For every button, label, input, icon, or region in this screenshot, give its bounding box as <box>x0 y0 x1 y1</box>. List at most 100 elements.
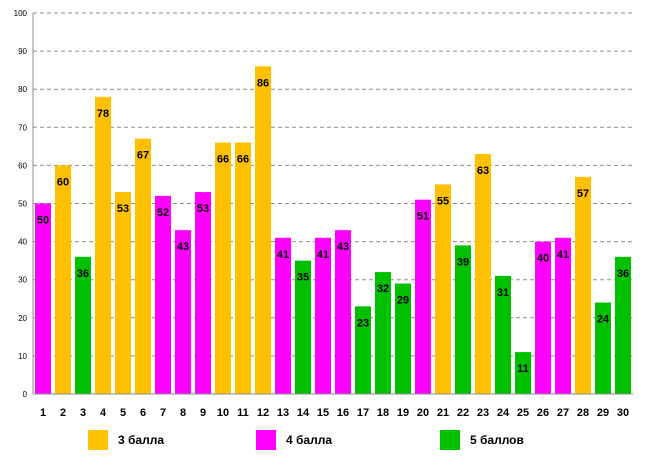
bar <box>155 195 171 394</box>
x-tick-label: 3 <box>80 407 86 419</box>
bar <box>475 153 491 394</box>
gridlines <box>33 12 633 357</box>
bar <box>435 184 451 394</box>
x-tick-label: 4 <box>100 407 107 419</box>
x-tick-label: 13 <box>277 407 289 419</box>
x-tick-label: 24 <box>497 407 510 419</box>
x-tick-label: 10 <box>217 407 229 419</box>
bar <box>455 245 471 394</box>
data-label: 50 <box>37 215 49 227</box>
y-tick-label: 100 <box>14 9 28 18</box>
data-labels: 50 60 36 78 53 67 52 43 53 66 66 86 41 35 41 43 23 32 29 51… <box>37 77 629 375</box>
data-label: 60 <box>57 176 69 188</box>
legend-swatch-5 <box>440 430 460 450</box>
bar <box>35 203 51 394</box>
bar <box>375 272 391 394</box>
data-label: 55 <box>437 195 449 207</box>
x-tick-label: 12 <box>257 407 269 419</box>
bar <box>55 165 71 394</box>
legend-label-5: 5 баллов <box>470 433 524 447</box>
bars <box>35 66 631 394</box>
data-label: 57 <box>577 188 589 200</box>
x-tick-label: 26 <box>537 407 549 419</box>
data-label: 31 <box>497 287 509 299</box>
bar <box>275 237 291 394</box>
x-tick-label: 1 <box>40 407 46 419</box>
bar <box>555 237 571 394</box>
x-tick-label: 23 <box>477 407 489 419</box>
legend-label-4: 4 балла <box>286 433 333 447</box>
bar <box>315 237 331 394</box>
x-tick-label: 22 <box>457 407 469 419</box>
data-label: 63 <box>477 165 489 177</box>
x-tick-label: 14 <box>297 407 310 419</box>
bar <box>595 302 611 394</box>
x-tick-label: 18 <box>377 407 389 419</box>
bar <box>295 260 311 394</box>
data-label: 40 <box>537 253 549 265</box>
legend-label-3: 3 балла <box>118 433 165 447</box>
y-tick-label: 70 <box>18 123 27 132</box>
y-tick-label: 0 <box>23 390 28 399</box>
bar <box>95 96 111 394</box>
y-tick-label: 90 <box>18 47 27 56</box>
bar <box>195 192 211 394</box>
data-label: 35 <box>297 272 309 284</box>
data-label: 41 <box>317 249 329 261</box>
bar <box>335 230 351 394</box>
x-tick-label: 30 <box>617 407 629 419</box>
legend-swatch-4 <box>256 430 276 450</box>
data-label: 43 <box>337 241 349 253</box>
x-tick-label: 11 <box>237 407 249 419</box>
bar <box>255 66 271 394</box>
data-label: 43 <box>177 241 189 253</box>
x-tick-label: 21 <box>437 407 449 419</box>
data-label: 67 <box>137 150 149 162</box>
bar <box>535 241 551 394</box>
x-tick-label: 9 <box>200 407 206 419</box>
x-tick-label: 20 <box>417 407 429 419</box>
data-label: 78 <box>97 108 109 120</box>
y-tick-label: 30 <box>18 276 27 285</box>
bar <box>135 138 151 394</box>
x-tick-label: 7 <box>160 407 166 419</box>
bar <box>495 275 511 394</box>
data-label: 66 <box>217 154 229 166</box>
data-label: 36 <box>617 268 629 280</box>
x-tick-label: 6 <box>140 407 146 419</box>
x-tick-label: 28 <box>577 407 589 419</box>
bar <box>115 192 131 394</box>
legend-item-5: 5 баллов <box>440 428 524 452</box>
y-axis-ticks: 0 10 20 30 40 50 60 70 80 90 100 <box>14 9 28 399</box>
y-tick-label: 20 <box>18 314 27 323</box>
data-label: 53 <box>197 203 209 215</box>
bar <box>415 199 431 394</box>
bar <box>395 283 411 394</box>
data-label: 51 <box>417 211 429 223</box>
data-label: 24 <box>597 314 610 326</box>
bar <box>235 142 251 394</box>
y-tick-label: 50 <box>18 200 27 209</box>
x-tick-label: 19 <box>397 407 409 419</box>
x-axis-ticks: 1 2 3 4 5 6 7 8 9 10 11 12 13 14 15 16 17 18 19 20 21 22 23 24 2… <box>40 407 629 419</box>
x-tick-label: 16 <box>337 407 349 419</box>
x-tick-label: 5 <box>120 407 126 419</box>
data-label: 53 <box>117 203 129 215</box>
bar <box>175 230 191 394</box>
data-label: 23 <box>357 317 369 329</box>
data-label: 29 <box>397 295 409 307</box>
legend-item-3: 3 балла <box>88 428 164 452</box>
y-tick-label: 80 <box>18 85 27 94</box>
x-tick-label: 2 <box>60 407 66 419</box>
data-label: 11 <box>517 363 529 375</box>
data-label: 52 <box>157 207 169 219</box>
legend: 3 балла 4 балла 5 баллов <box>0 428 650 454</box>
x-tick-label: 8 <box>180 407 186 419</box>
x-tick-label: 27 <box>557 407 569 419</box>
x-tick-label: 17 <box>357 407 369 419</box>
data-label: 36 <box>77 268 89 280</box>
bar <box>575 176 591 394</box>
x-tick-label: 29 <box>597 407 609 419</box>
y-tick-label: 60 <box>18 161 27 170</box>
